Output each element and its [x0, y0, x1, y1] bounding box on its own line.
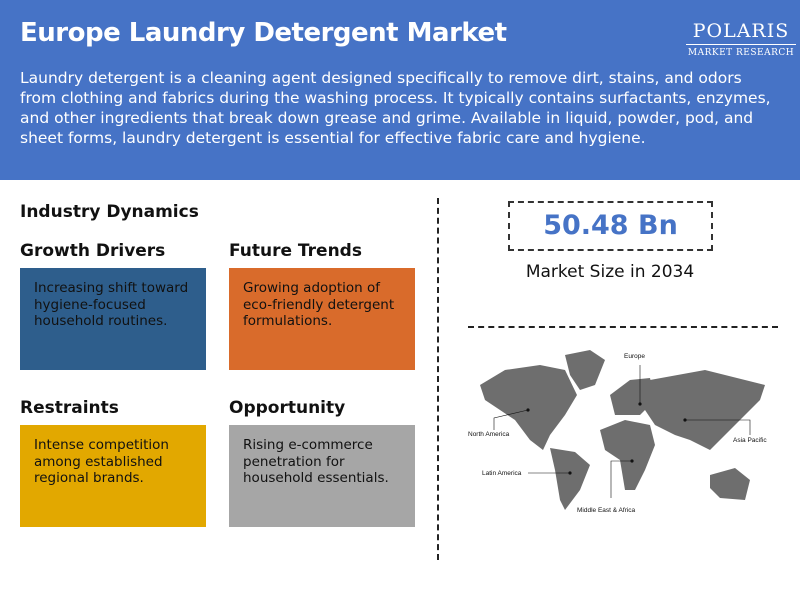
australia-shape	[710, 468, 750, 500]
market-size-value: 50.48 Bn	[508, 201, 713, 251]
south-america-shape	[550, 448, 590, 510]
opportunity-title: Opportunity	[229, 398, 346, 418]
greenland-shape	[565, 350, 605, 390]
industry-dynamics-heading: Industry Dynamics	[20, 202, 199, 222]
logo-name: POLARIS	[686, 20, 796, 45]
market-description: Laundry detergent is a cleaning agent de…	[20, 69, 771, 147]
growth-drivers-card: Increasing shift toward hygiene-focused …	[20, 268, 206, 370]
polaris-logo: POLARIS MARKET RESEARCH	[686, 20, 796, 58]
world-map: North America Europe Asia Pacific Latin …	[468, 350, 767, 514]
vertical-divider	[437, 198, 439, 560]
header-banner: Europe Laundry Detergent Market POLARIS …	[0, 0, 800, 180]
north-america-shape	[480, 365, 577, 450]
map-label-latin-america: Latin America	[482, 470, 522, 477]
europe-shape	[610, 378, 655, 415]
map-label-asia-pacific: Asia Pacific	[733, 437, 767, 444]
opportunity-card: Rising e-commerce penetration for househ…	[229, 425, 415, 527]
map-label-north-america: North America	[468, 431, 510, 438]
map-label-middle-east-africa: Middle East & Africa	[577, 507, 636, 514]
future-trends-card: Growing adoption of eco-friendly deterge…	[229, 268, 415, 370]
asia-shape	[645, 370, 765, 450]
restraints-card: Intense competition among established re…	[20, 425, 206, 527]
page-title: Europe Laundry Detergent Market	[20, 18, 507, 48]
growth-drivers-title: Growth Drivers	[20, 241, 166, 261]
future-trends-title: Future Trends	[229, 241, 362, 261]
restraints-title: Restraints	[20, 398, 119, 418]
horizontal-divider	[468, 326, 778, 328]
africa-shape	[600, 420, 655, 490]
map-label-europe: Europe	[624, 353, 645, 360]
logo-tagline: MARKET RESEARCH	[687, 48, 795, 58]
market-size-label: Market Size in 2034	[525, 262, 695, 282]
